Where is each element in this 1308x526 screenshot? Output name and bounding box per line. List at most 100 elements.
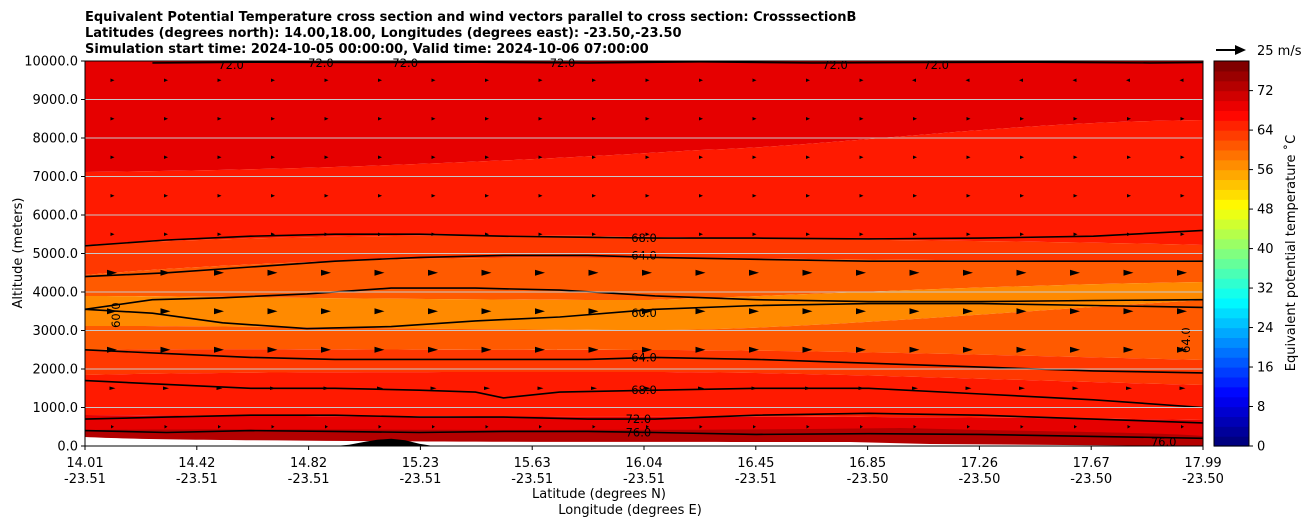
wind-vector xyxy=(214,308,224,315)
contour-line-64-0 xyxy=(85,254,1203,278)
colorbar-tick-label: 32 xyxy=(1257,282,1274,297)
contour-line-76-0 xyxy=(85,429,1203,440)
wind-vector xyxy=(753,424,756,429)
wind-vector xyxy=(378,155,382,160)
contour-line-68-0 xyxy=(85,229,1203,247)
wind-vector xyxy=(1016,269,1027,276)
band-orange-red xyxy=(85,235,1203,275)
wind-vector xyxy=(271,116,275,121)
wind-vector xyxy=(592,155,596,160)
wind-vector xyxy=(588,346,599,353)
wind-vector-layer xyxy=(107,78,1187,429)
wind-vector xyxy=(164,78,168,83)
wind-vector xyxy=(1177,269,1187,276)
contour-label: 64.0 xyxy=(631,350,657,364)
wind-vector xyxy=(1181,424,1184,429)
wind-vector xyxy=(695,269,706,276)
contour-label: 72.0 xyxy=(308,56,334,70)
wind-vector xyxy=(963,269,973,276)
wind-vector xyxy=(805,386,811,391)
colorbar-step xyxy=(1214,248,1249,260)
x-tick-label-lon: -23.51 xyxy=(399,472,441,487)
wind-vector xyxy=(1127,116,1131,121)
wind-vector xyxy=(324,232,329,237)
wind-vector xyxy=(859,155,864,160)
wind-vector xyxy=(374,269,385,276)
wind-vector xyxy=(111,424,114,429)
wind-vector xyxy=(431,232,436,237)
wind-vector xyxy=(324,155,329,160)
wind-vector xyxy=(110,193,115,198)
wind-vector xyxy=(752,116,757,121)
colorbar-step xyxy=(1214,149,1249,161)
wind-vector xyxy=(913,155,917,160)
colorbar-steps xyxy=(1214,61,1249,447)
wind-vector xyxy=(271,78,275,83)
wind-vector xyxy=(909,346,920,353)
colorbar-frame xyxy=(1213,60,1250,447)
wind-vector xyxy=(428,269,438,276)
wind-vector xyxy=(588,269,599,276)
wind-vector xyxy=(1127,424,1131,429)
y-tick-label: 6000.0 xyxy=(33,209,79,224)
wind-vector xyxy=(699,193,703,198)
wind-vector xyxy=(645,193,650,198)
band-lower-orange-red xyxy=(85,349,1203,385)
wind-vector xyxy=(1020,193,1024,198)
contour-label-layer: 68.064.060.064.068.072.076.060.064.072.0… xyxy=(109,56,1193,449)
wind-vector xyxy=(163,386,169,391)
x-tick-label-lon: -23.51 xyxy=(64,472,106,487)
x-tick-label-lon: -23.50 xyxy=(1182,472,1224,487)
wind-vector xyxy=(323,386,330,391)
wind-vector xyxy=(164,116,168,121)
wind-vector xyxy=(645,232,650,237)
y-axis-ticks: 0.0 1000.0 2000.0 3000.0 4000.0 5000.0 6000.0 7… xyxy=(24,55,85,455)
wind-vector xyxy=(107,346,117,353)
wind-vector xyxy=(1127,232,1131,237)
wind-vector xyxy=(538,116,543,121)
wind-vector xyxy=(806,424,810,429)
contour-label: 64.0 xyxy=(1179,327,1193,353)
wind-vector xyxy=(267,269,278,276)
x-tick-label-lat: 16.45 xyxy=(737,456,774,471)
wind-vector xyxy=(749,308,759,315)
wind-vector xyxy=(271,232,275,237)
y-tick-label: 10000.0 xyxy=(24,55,78,70)
wind-vector xyxy=(749,346,759,353)
wind-vector xyxy=(1072,386,1079,391)
wind-vector xyxy=(107,308,117,315)
contour-label: 68.0 xyxy=(631,383,657,397)
wind-vector xyxy=(695,346,706,353)
wind-vector xyxy=(856,346,866,353)
x-tick-label-lat: 17.26 xyxy=(961,456,998,471)
wind-vector xyxy=(484,386,490,391)
wind-vector xyxy=(909,308,920,315)
colorbar-label: Equivalent potential temperature ˚C xyxy=(1283,135,1299,371)
colorbar-step xyxy=(1214,357,1249,368)
wind-vector xyxy=(695,308,706,315)
wind-vector xyxy=(912,78,916,83)
x-tick-label-lon: -23.50 xyxy=(847,472,889,487)
colorbar-step xyxy=(1214,70,1249,82)
contour-line-60-0 xyxy=(85,302,1203,330)
wind-key: 25 m/s xyxy=(1216,44,1302,59)
wind-vector xyxy=(1126,386,1132,391)
wind-vector xyxy=(539,424,542,429)
wind-vector xyxy=(802,308,813,315)
colorbar-tick-label: 64 xyxy=(1257,124,1274,139)
wind-vector xyxy=(378,193,382,198)
wind-vector xyxy=(378,424,382,429)
wind-vector xyxy=(856,308,866,315)
colorbar-step xyxy=(1214,436,1249,447)
wind-vector xyxy=(966,155,971,160)
x-tick-label-lon: -23.51 xyxy=(176,472,218,487)
x-axis-label-longitude: Longitude (degrees E) xyxy=(558,503,702,518)
wind-vector xyxy=(378,232,382,237)
chart-title-line-1: Equivalent Potential Temperature cross s… xyxy=(85,10,856,25)
wind-vector xyxy=(164,424,168,429)
terrain-shape xyxy=(85,438,1203,446)
x-tick-label-lat: 17.99 xyxy=(1184,456,1221,471)
wind-vector xyxy=(1016,308,1027,315)
wind-vector xyxy=(806,155,810,160)
